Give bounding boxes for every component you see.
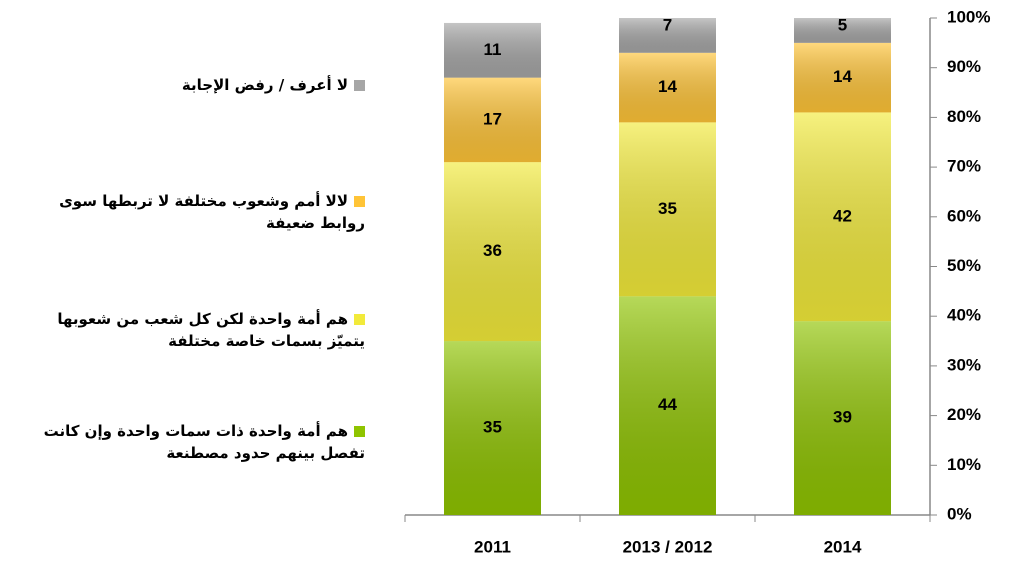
y-tick-label: 40%: [947, 306, 981, 325]
bar-shade: [444, 22, 541, 78]
legend-swatch: [354, 314, 365, 325]
data-label: 5: [838, 15, 847, 34]
y-tick-label: 30%: [947, 355, 981, 374]
bar-shade: [794, 321, 891, 515]
y-tick-label: 50%: [947, 256, 981, 275]
bar-shade: [444, 341, 541, 515]
y-tick-label: 80%: [947, 107, 981, 126]
y-tick-label: 60%: [947, 206, 981, 225]
y-tick-label: 90%: [947, 57, 981, 76]
bar-shade: [619, 296, 716, 515]
legend-label: لا أعرف / رفض الإجابة: [181, 76, 348, 94]
legend-item: لا أعرف / رفض الإجابة: [35, 74, 365, 96]
data-label: 17: [483, 109, 502, 128]
data-label: 36: [483, 241, 502, 260]
legend-item: لالا أمم وشعوب مختلفة لا تربطها سوى رواب…: [35, 190, 365, 234]
legend-item: هم أمة واحدة لكن كل شعب من شعوبها يتميّز…: [35, 308, 365, 352]
bar-shade: [794, 18, 891, 43]
legend-label: هم أمة واحدة لكن كل شعب من شعوبها يتميّز…: [57, 310, 365, 350]
legend-swatch: [354, 80, 365, 91]
y-tick-label: 70%: [947, 157, 981, 176]
data-label: 11: [484, 40, 502, 59]
bar-shade: [444, 162, 541, 342]
data-label: 44: [658, 395, 677, 414]
legend-swatch: [354, 426, 365, 437]
x-tick-label: 2013 / 2012: [623, 537, 713, 556]
data-label: 39: [833, 408, 852, 427]
data-label: 7: [663, 15, 672, 34]
legend-label: هم أمة واحدة ذات سمات واحدة وإن كانت تفص…: [43, 422, 365, 462]
bar-shade: [619, 122, 716, 297]
legend-item: هم أمة واحدة ذات سمات واحدة وإن كانت تفص…: [35, 420, 365, 464]
y-tick-label: 0%: [947, 504, 972, 523]
x-tick-label: 2011: [474, 537, 511, 556]
x-tick-label: 2014: [824, 537, 862, 556]
bar-shade: [619, 18, 716, 53]
data-label: 35: [483, 418, 502, 437]
bar-shade: [794, 42, 891, 113]
legend-label: لالا أمم وشعوب مختلفة لا تربطها سوى رواب…: [59, 192, 365, 232]
data-label: 14: [658, 77, 677, 96]
y-tick-label: 100%: [947, 7, 990, 26]
y-tick-label: 20%: [947, 405, 981, 424]
legend-swatch: [354, 196, 365, 207]
bar-shade: [444, 77, 541, 163]
bar-shade: [619, 52, 716, 123]
data-label: 42: [833, 206, 852, 225]
data-label: 35: [658, 199, 677, 218]
y-tick-label: 10%: [947, 455, 981, 474]
data-label: 14: [833, 67, 852, 86]
bar-shade: [794, 112, 891, 322]
